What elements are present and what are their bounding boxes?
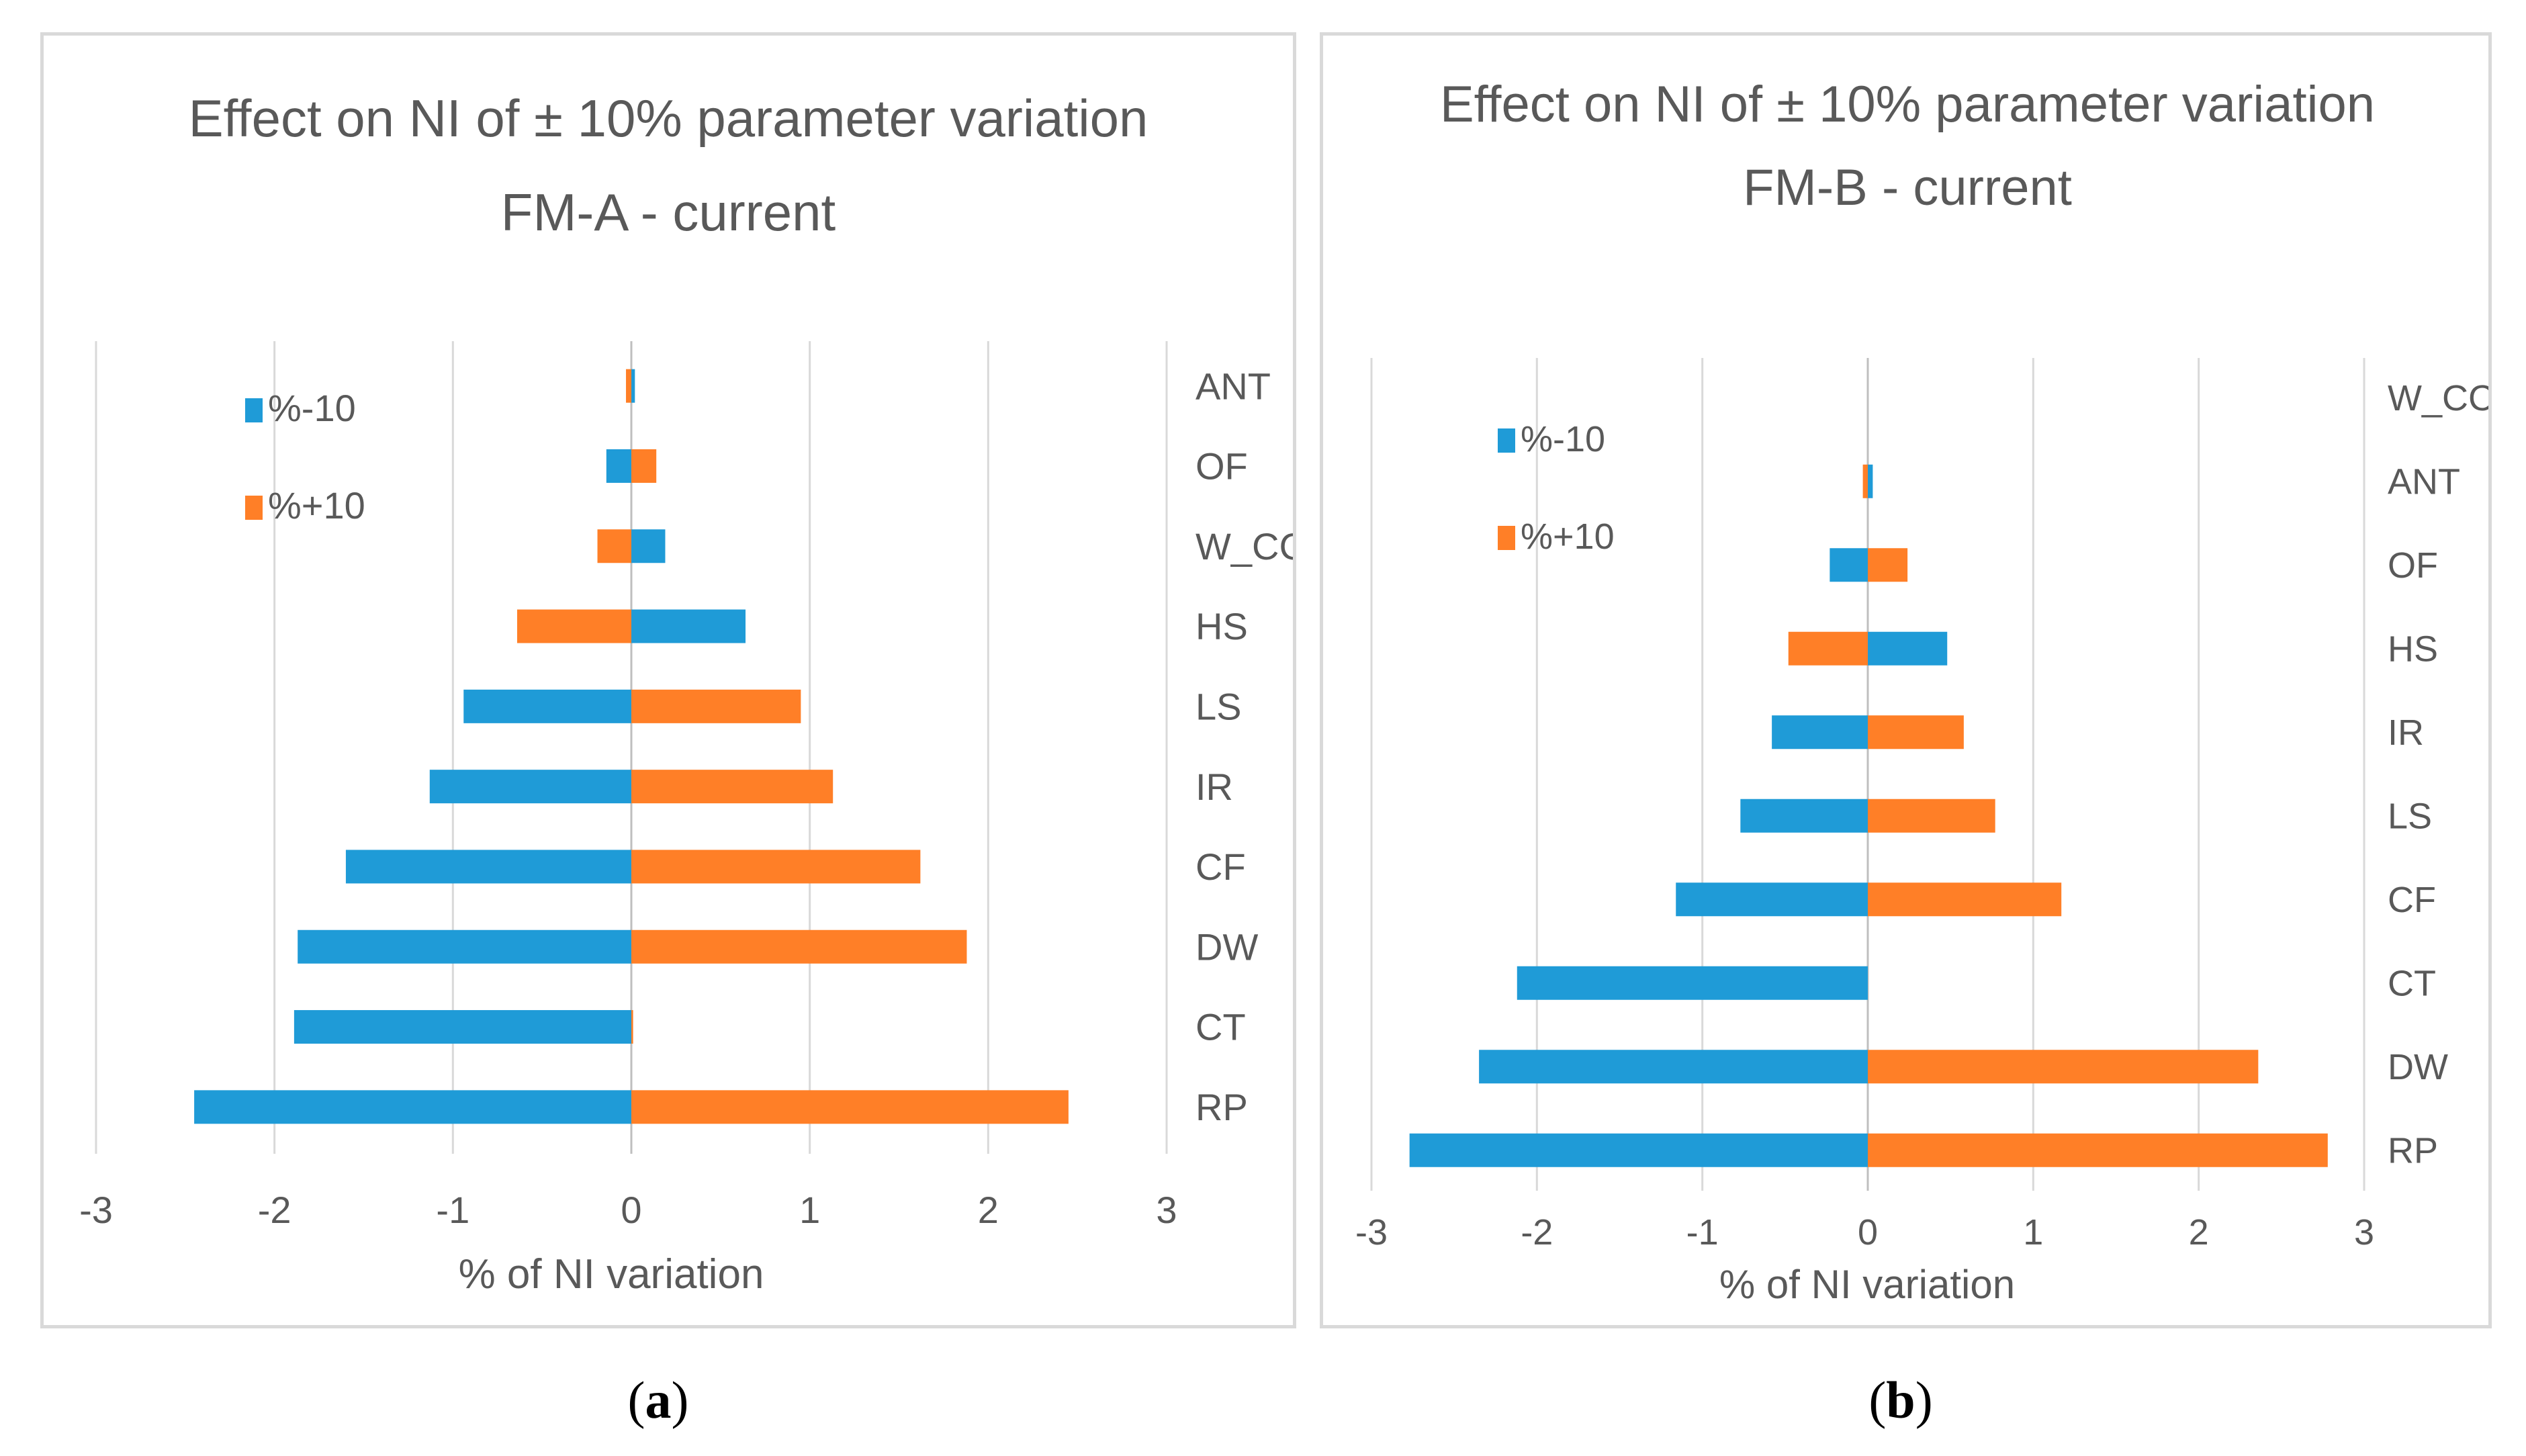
category-label: IR: [2388, 713, 2424, 753]
bar-plus10: [1868, 1050, 2259, 1084]
chart-subtitle: FM-B - current: [1743, 159, 2072, 216]
x-tick-label: -1: [1686, 1212, 1719, 1253]
category-label: CF: [1196, 846, 1246, 888]
x-tick-label: -2: [1521, 1212, 1553, 1253]
bar-minus10: [1772, 715, 1868, 749]
bar-minus10: [194, 1090, 631, 1124]
bar-minus10: [345, 850, 631, 884]
bar-minus10: [1868, 631, 1948, 666]
category-label: RP: [2388, 1131, 2438, 1171]
bar-plus10: [597, 529, 631, 563]
bar-minus10: [1830, 548, 1868, 582]
bar-plus10: [1868, 882, 2062, 917]
legend-label: %-10: [268, 387, 356, 429]
bar-plus10: [1788, 631, 1868, 666]
x-tick-label: 3: [2354, 1212, 2374, 1253]
chart-a-svg: Effect on NI of ± 10% parameter variatio…: [79, 89, 1293, 1298]
x-tick-label: -3: [1355, 1212, 1388, 1253]
bar-plus10: [631, 689, 801, 723]
x-tick-label: 2: [2189, 1212, 2209, 1253]
category-label: CF: [2388, 880, 2436, 920]
category-label: IR: [1196, 766, 1233, 808]
category-label: DW: [2388, 1047, 2448, 1087]
x-tick-label: 1: [2023, 1212, 2043, 1253]
bar-minus10: [298, 929, 631, 964]
bar-plus10: [631, 770, 833, 804]
chart-title: Effect on NI of ± 10% parameter variatio…: [1440, 76, 2375, 133]
bar-minus10: [1517, 966, 1868, 1000]
bar-minus10: [606, 449, 631, 483]
category-label: CT: [2388, 964, 2436, 1004]
bar-plus10: [631, 929, 967, 964]
bar-minus10: [429, 770, 631, 804]
x-axis-label: % of NI variation: [459, 1251, 764, 1298]
legend-label: %-10: [1521, 419, 1605, 459]
legend-swatch: [1498, 526, 1515, 550]
chart-panel-b: Effect on NI of ± 10% parameter variatio…: [1320, 32, 2492, 1328]
category-label: DW: [1196, 925, 1258, 968]
legend-label: %+10: [1521, 516, 1615, 557]
bar-plus10: [1868, 548, 1908, 582]
bar-minus10: [631, 369, 635, 403]
chart-panel-a: Effect on NI of ± 10% parameter variatio…: [40, 32, 1296, 1328]
x-tick-label: 0: [621, 1189, 641, 1231]
legend-swatch: [245, 398, 263, 422]
bar-minus10: [1868, 464, 1873, 498]
caption-a: (a): [627, 1371, 689, 1429]
category-label: RP: [1196, 1086, 1248, 1128]
chart-title: Effect on NI of ± 10% parameter variatio…: [189, 89, 1148, 148]
bar-minus10: [1676, 882, 1868, 917]
bar-plus10: [631, 1010, 633, 1044]
bar-minus10: [463, 689, 631, 723]
category-label: CT: [1196, 1006, 1246, 1048]
x-tick-label: 3: [1156, 1189, 1177, 1231]
bar-plus10: [1862, 464, 1868, 498]
x-tick-label: 1: [799, 1189, 820, 1231]
bar-plus10: [631, 850, 921, 884]
category-label: OF: [1196, 445, 1248, 488]
legend-label: %+10: [268, 484, 365, 527]
bar-minus10: [1740, 799, 1868, 833]
bar-minus10: [1409, 1133, 1868, 1167]
legend-swatch: [245, 496, 263, 520]
bar-minus10: [631, 529, 666, 563]
bar-plus10: [1868, 799, 1995, 833]
bar-minus10: [1479, 1050, 1868, 1084]
x-tick-label: 0: [1858, 1212, 1878, 1253]
x-tick-label: -1: [436, 1189, 469, 1231]
x-axis-label: % of NI variation: [1719, 1262, 2015, 1307]
legend-swatch: [1498, 428, 1515, 453]
caption-b: (b): [1868, 1371, 1933, 1429]
x-tick-label: 2: [978, 1189, 999, 1231]
caption-a-letter: a: [645, 1371, 672, 1429]
chart-b-svg: Effect on NI of ± 10% parameter variatio…: [1355, 76, 2488, 1307]
category-label: W_CC: [1196, 525, 1293, 567]
caption-b-letter: b: [1886, 1371, 1915, 1429]
category-label: LS: [2388, 797, 2432, 837]
x-tick-label: -2: [258, 1189, 291, 1231]
bar-plus10: [631, 449, 657, 483]
category-label: LS: [1196, 685, 1242, 727]
bar-minus10: [631, 609, 746, 643]
bar-plus10: [1868, 1133, 2328, 1167]
category-label: ANT: [2388, 462, 2460, 502]
chart-subtitle: FM-A - current: [501, 183, 836, 242]
bar-plus10: [1868, 715, 1964, 749]
bar-minus10: [294, 1010, 631, 1044]
category-label: HS: [2388, 629, 2438, 670]
category-label: W_CC: [2388, 378, 2488, 418]
bar-plus10: [516, 609, 631, 643]
category-label: ANT: [1196, 365, 1271, 407]
x-tick-label: -3: [79, 1189, 113, 1231]
bar-plus10: [626, 369, 631, 403]
category-label: HS: [1196, 605, 1248, 647]
bar-plus10: [631, 1090, 1069, 1124]
category-label: OF: [2388, 545, 2438, 586]
